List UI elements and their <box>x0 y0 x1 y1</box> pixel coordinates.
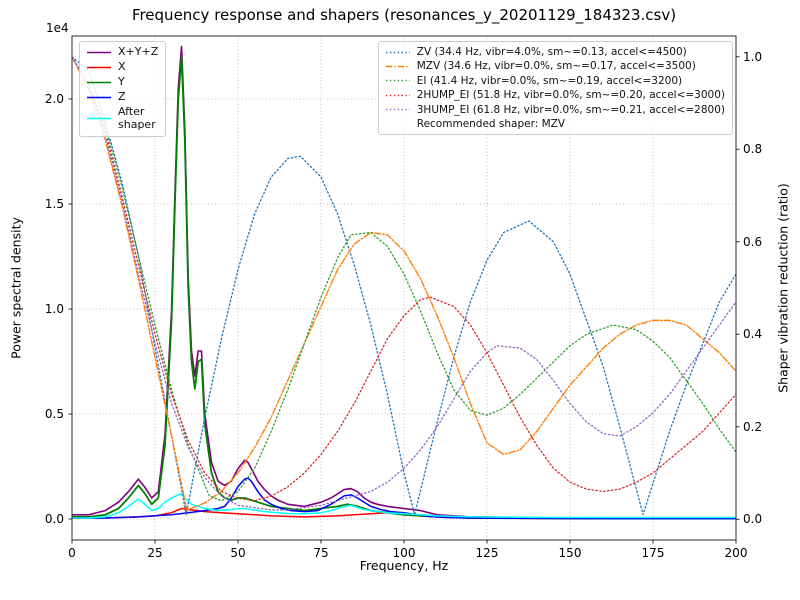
left-y-tick-label: 2.0 <box>44 92 64 106</box>
x-tick-label: 175 <box>641 546 665 560</box>
legend-label: ZV (34.4 Hz, vibr=4.0%, sm~=0.13, accel<… <box>416 46 687 58</box>
left-y-tick-label: 1.0 <box>44 302 64 316</box>
right-y-axis-label: Shaper vibration reduction (ratio) <box>775 183 791 393</box>
right-y-tick-label: 0.6 <box>743 234 763 249</box>
x-tick-label: 75 <box>313 546 329 560</box>
legend-label: MZV (34.6 Hz, vibr=0.0%, sm~=0.17, accel… <box>416 60 696 73</box>
legend-line-sample-ZV <box>385 51 410 53</box>
right-y-tick-label: 0.0 <box>743 512 763 527</box>
left-y-tick-label: 0.0 <box>44 512 64 526</box>
left-y-tick-label: 0.5 <box>44 407 64 421</box>
chart-title: Frequency response and shapers (resonanc… <box>131 6 677 24</box>
legend-item-ZV: ZV (34.4 Hz, vibr=4.0%, sm~=0.13, accel<… <box>385 46 725 58</box>
shaper-legend: ZV (34.4 Hz, vibr=4.0%, sm~=0.13, accel<… <box>377 41 733 136</box>
legend-empty-sample <box>385 119 411 130</box>
legend-item-after-shaper: After shaper <box>86 104 158 132</box>
legend-item-x: X <box>86 59 158 74</box>
legend-label: X+Y+Z <box>118 45 159 58</box>
legend-item-3HUMP_EI: 3HUMP_EI (61.8 Hz, vibr=0.0%, sm~=0.21, … <box>385 104 725 116</box>
x-tick-label: 100 <box>392 546 416 560</box>
legend-item-2HUMP_EI: 2HUMP_EI (51.8 Hz, vibr=0.0%, sm~=0.20, … <box>385 89 725 101</box>
left-axis-offset-label: 1e4 <box>46 21 69 35</box>
legend-label: 2HUMP_EI (51.8 Hz, vibr=0.0%, sm~=0.20, … <box>416 89 725 102</box>
legend-line-sample-after-shaper <box>87 118 111 120</box>
legend-item-EI: EI (41.4 Hz, vibr=0.0%, sm~=0.19, accel<… <box>385 75 725 87</box>
right-y-tick-label: 0.4 <box>743 327 763 342</box>
legend-item-y: Y <box>86 74 158 89</box>
legend-label: X <box>118 59 126 73</box>
psd-legend: X+Y+Z X Y Z After shaper <box>79 41 167 137</box>
legend-label: EI (41.4 Hz, vibr=0.0%, sm~=0.19, accel<… <box>416 74 683 87</box>
x-tick-label: 25 <box>147 546 163 560</box>
x-tick-label: 50 <box>230 546 246 560</box>
x-tick-label: 150 <box>558 546 582 560</box>
right-y-tick-label: 0.8 <box>743 142 763 157</box>
legend-label: Y <box>118 74 125 88</box>
legend-line-sample-2HUMP_EI <box>385 94 410 97</box>
legend-label: Recommended shaper: MZV <box>416 117 566 130</box>
legend-item-z: Z <box>86 89 158 104</box>
legend-line-sample-xyz <box>87 51 111 54</box>
right-y-tick-label: 0.2 <box>743 419 763 434</box>
legend-item-xyz: X+Y+Z <box>86 45 159 59</box>
legend-line-sample-EI <box>385 80 410 82</box>
legend-item-MZV: MZV (34.6 Hz, vibr=0.0%, sm~=0.17, accel… <box>385 60 725 72</box>
legend-item-recommendation: Recommended shaper: MZV <box>385 118 725 130</box>
x-axis-label: Frequency, Hz <box>359 558 449 573</box>
legend-label: Z <box>118 89 126 103</box>
left-y-tick-label: 1.5 <box>44 197 64 211</box>
x-tick-label: 0 <box>68 546 76 560</box>
x-tick-label: 125 <box>475 546 499 560</box>
legend-line-sample-y <box>87 81 111 84</box>
legend-line-sample-MZV <box>385 65 410 68</box>
legend-line-sample-z <box>87 96 111 99</box>
right-y-tick-label: 1.0 <box>743 49 763 64</box>
legend-label: 3HUMP_EI (61.8 Hz, vibr=0.0%, sm~=0.21, … <box>416 103 725 116</box>
legend-line-sample-3HUMP_EI <box>385 108 410 111</box>
legend-label: After shaper <box>118 104 156 131</box>
x-tick-label: 200 <box>724 546 748 560</box>
legend-line-sample-x <box>87 66 111 69</box>
left-y-axis-label: Power spectral density <box>8 217 24 359</box>
